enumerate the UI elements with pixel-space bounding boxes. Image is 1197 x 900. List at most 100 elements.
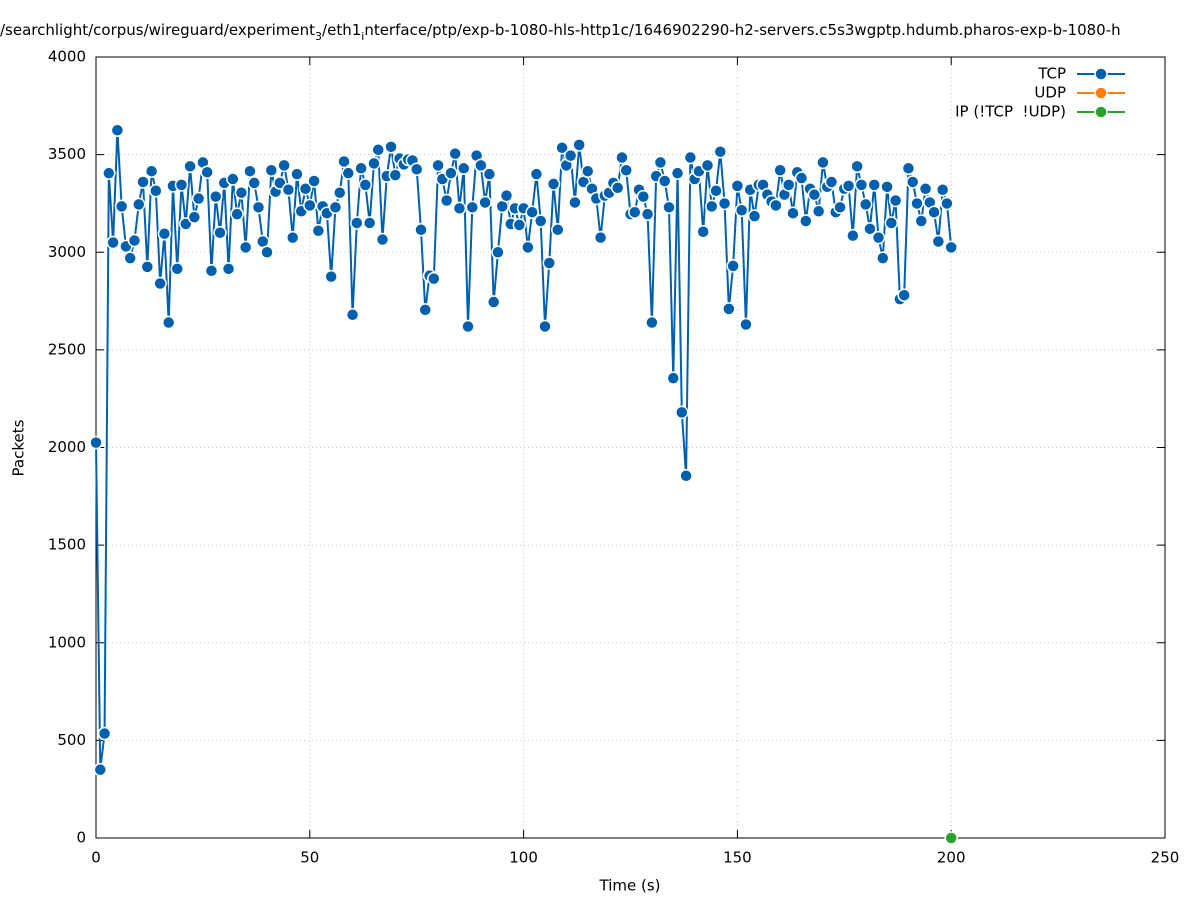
data-point xyxy=(465,200,480,215)
data-point xyxy=(640,207,655,221)
data-point xyxy=(221,262,236,276)
data-point xyxy=(555,141,569,155)
data-point xyxy=(854,178,869,192)
x-tick-label: 100 xyxy=(509,849,538,867)
data-point xyxy=(260,245,274,259)
data-point xyxy=(918,182,933,196)
y-tick-label: 2000 xyxy=(48,438,86,456)
data-point xyxy=(927,205,941,219)
y-tick-label: 1500 xyxy=(48,536,86,554)
data-point xyxy=(243,164,257,178)
data-point xyxy=(726,259,740,273)
data-point xyxy=(841,179,856,193)
data-point xyxy=(106,235,120,250)
data-point xyxy=(734,203,749,218)
data-point xyxy=(123,251,137,265)
x-tick-label: 50 xyxy=(300,849,319,867)
data-point xyxy=(538,319,552,334)
data-point xyxy=(110,123,125,137)
data-point xyxy=(362,216,377,230)
data-point xyxy=(371,142,385,157)
title-part: i xyxy=(361,30,364,43)
data-point xyxy=(332,185,347,200)
data-point xyxy=(940,196,954,211)
data-point xyxy=(833,200,847,215)
data-point xyxy=(901,161,916,176)
data-point xyxy=(769,198,783,213)
y-tick-label: 4000 xyxy=(48,48,86,66)
data-point xyxy=(486,295,501,309)
data-point xyxy=(200,165,214,179)
y-tick-label: 0 xyxy=(76,829,86,847)
data-point xyxy=(546,177,561,191)
data-point xyxy=(452,201,467,216)
data-point xyxy=(580,164,595,178)
data-point xyxy=(696,224,710,239)
data-point xyxy=(439,193,454,208)
data-point xyxy=(846,228,860,243)
data-point xyxy=(136,175,150,189)
legend-label: UDP xyxy=(1034,84,1066,102)
x-tick-label: 0 xyxy=(91,849,101,867)
data-point xyxy=(478,195,492,210)
data-point xyxy=(876,251,890,265)
data-point xyxy=(525,205,539,219)
title-part: nterface/ptp/exp-b-1080-hls-http1c/16469… xyxy=(364,21,1120,39)
data-point xyxy=(636,189,651,204)
data-point xyxy=(281,183,296,197)
data-point xyxy=(384,140,398,154)
data-point xyxy=(127,233,142,248)
data-point xyxy=(230,207,244,221)
data-point xyxy=(747,209,762,223)
data-point xyxy=(880,180,894,194)
data-point xyxy=(709,183,723,198)
data-point xyxy=(247,176,261,190)
data-point xyxy=(208,189,223,204)
y-tick-label: 3000 xyxy=(48,243,86,261)
data-point xyxy=(303,198,317,213)
data-point xyxy=(388,168,403,182)
data-point xyxy=(610,181,625,195)
data-point xyxy=(773,163,787,177)
data-point xyxy=(153,276,167,291)
data-point xyxy=(191,191,206,206)
legend-marker xyxy=(1094,105,1108,119)
data-point xyxy=(931,234,946,249)
y-tick-label: 1000 xyxy=(48,633,86,651)
data-point xyxy=(204,264,219,278)
data-point xyxy=(619,163,633,177)
data-point xyxy=(324,269,338,284)
data-point xyxy=(337,154,351,169)
data-point xyxy=(593,230,608,245)
data-point xyxy=(444,166,458,180)
data-point xyxy=(914,214,929,228)
data-point xyxy=(226,172,240,186)
data-point xyxy=(666,371,681,385)
data-point xyxy=(717,196,732,211)
data-point xyxy=(781,178,796,192)
data-point xyxy=(264,163,279,177)
data-point xyxy=(238,240,253,255)
data-point xyxy=(551,223,565,237)
data-point xyxy=(448,146,462,161)
data-point xyxy=(350,216,364,230)
data-point xyxy=(533,214,548,228)
data-point xyxy=(277,158,291,173)
data-point xyxy=(897,288,911,302)
data-point xyxy=(628,205,642,219)
data-point xyxy=(461,319,475,334)
data-point xyxy=(670,166,685,180)
data-point xyxy=(358,178,373,192)
data-point xyxy=(807,187,822,202)
data-point xyxy=(700,158,715,173)
data-point xyxy=(910,196,924,211)
data-point xyxy=(888,193,903,208)
data-point xyxy=(824,175,839,189)
data-point xyxy=(311,224,326,238)
data-point xyxy=(850,159,864,174)
legend-label: TCP xyxy=(1037,65,1066,83)
data-point xyxy=(409,162,424,177)
data-point xyxy=(161,315,176,330)
data-point xyxy=(683,150,698,165)
data-point xyxy=(170,262,184,276)
